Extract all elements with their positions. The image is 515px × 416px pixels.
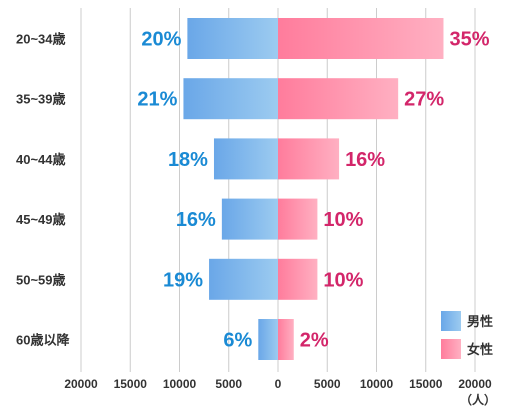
category-label: 35~39歳: [16, 92, 66, 107]
bar-male: [187, 18, 278, 59]
data-label-male: 19%: [163, 269, 203, 291]
x-axis-unit: （人）: [460, 392, 496, 407]
bar-male: [183, 78, 278, 120]
x-tick-label: 15000: [409, 377, 443, 391]
bar-female: [278, 258, 318, 300]
legend-label-female: 女性: [467, 342, 493, 357]
legend-swatch-female: [441, 339, 461, 359]
bar-male: [209, 258, 278, 300]
category-labels: 20~34歳 35~39歳 40~44歳 45~49歳 50~59歳 60歳以降: [16, 32, 70, 348]
bar-male: [258, 319, 278, 360]
legend: 男性 女性: [441, 311, 493, 359]
data-label-male: 16%: [176, 209, 216, 231]
bar-female: [278, 319, 294, 360]
data-label-female: 2%: [300, 330, 329, 352]
percent-labels: 20% 35% 21% 27% 18% 16% 16% 10% 19% 10% 6% 2%: [137, 29, 489, 352]
data-label-male: 21%: [137, 89, 177, 111]
bar-female: [278, 18, 444, 59]
bar-male: [213, 138, 278, 180]
x-tick-label: 10000: [163, 377, 197, 391]
bar-female: [278, 138, 340, 180]
x-tick-label: 20000: [458, 377, 492, 391]
x-tick-label: 5000: [215, 377, 242, 391]
data-label-male: 20%: [141, 29, 181, 51]
category-label: 40~44歳: [16, 152, 66, 167]
bars: [183, 18, 444, 360]
data-label-female: 10%: [323, 269, 363, 291]
x-tick-label: 5000: [314, 377, 341, 391]
data-label-female: 10%: [323, 209, 363, 231]
bar-male: [221, 198, 278, 240]
x-tick-label: 10000: [360, 377, 394, 391]
bar-female: [278, 78, 399, 120]
x-axis-tick-labels: 20000 15000 10000 5000 0 5000 10000 15000 20000: [64, 377, 492, 391]
legend-swatch-male: [441, 311, 461, 331]
category-label: 45~49歳: [16, 212, 66, 227]
data-label-female: 35%: [449, 29, 489, 51]
x-tick-label: 0: [275, 377, 282, 391]
grid-lines: [80, 8, 476, 372]
x-tick-label: 15000: [114, 377, 148, 391]
data-label-male: 6%: [223, 330, 252, 352]
category-label: 20~34歳: [16, 32, 66, 47]
data-label-female: 16%: [345, 149, 385, 171]
legend-label-male: 男性: [467, 314, 493, 329]
bar-female: [278, 198, 318, 240]
category-label: 50~59歳: [16, 272, 66, 287]
data-label-female: 27%: [404, 89, 444, 111]
x-tick-label: 20000: [64, 377, 98, 391]
category-label: 60歳以降: [16, 333, 70, 348]
data-label-male: 18%: [168, 149, 208, 171]
